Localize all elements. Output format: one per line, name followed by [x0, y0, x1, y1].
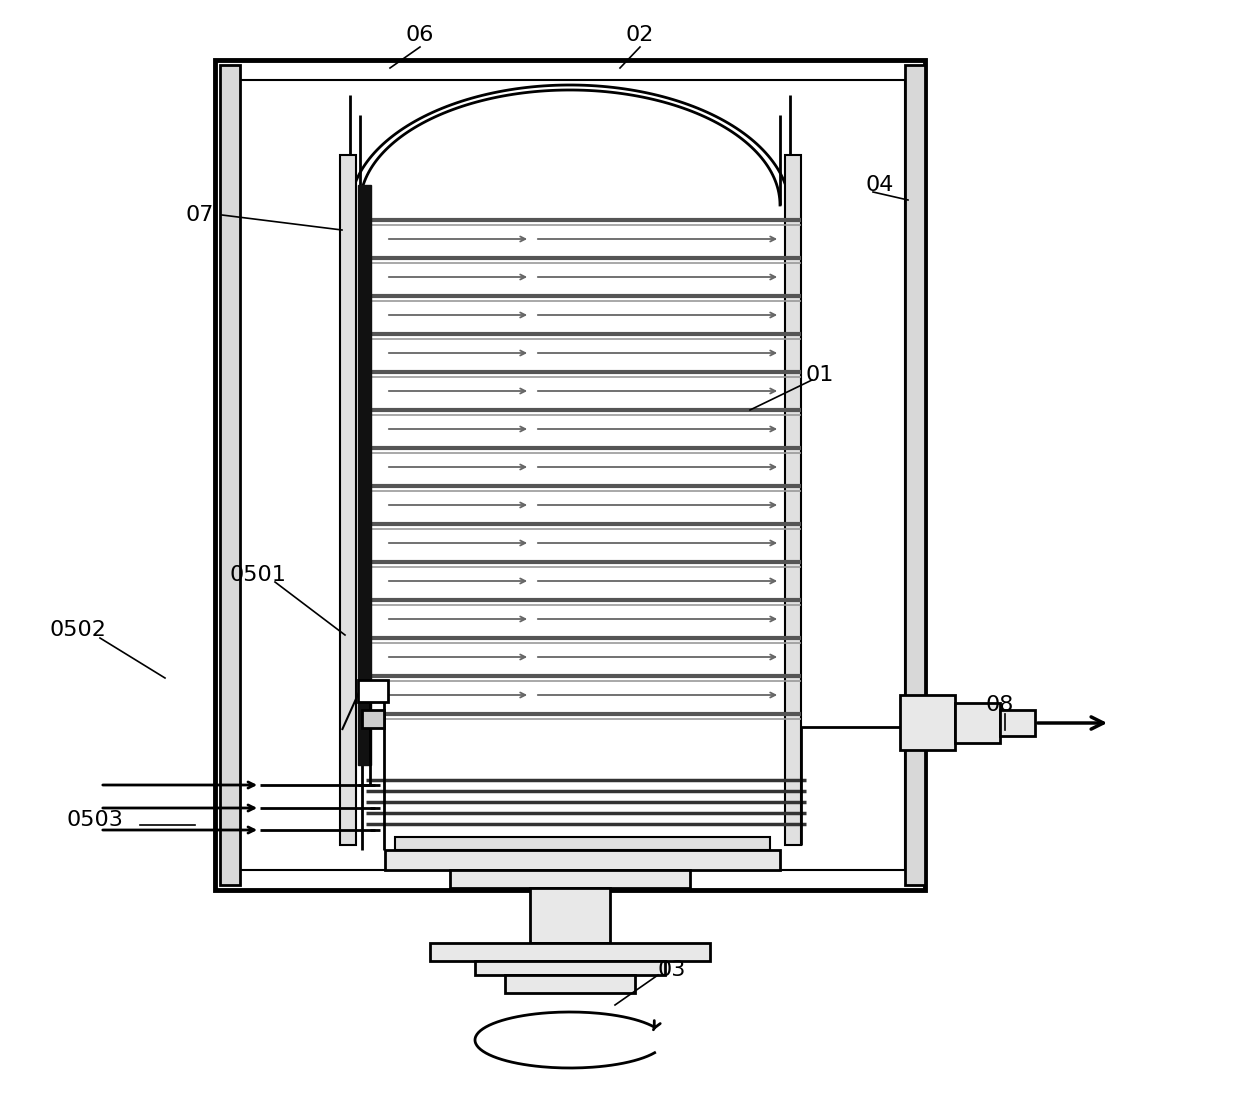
- Bar: [340, 155, 356, 845]
- Bar: [430, 943, 711, 961]
- Text: 0502: 0502: [50, 620, 107, 640]
- Bar: [505, 975, 635, 993]
- Bar: [384, 850, 780, 870]
- Text: 06: 06: [405, 25, 434, 45]
- Bar: [358, 680, 388, 702]
- Text: 0503: 0503: [67, 810, 124, 830]
- Text: 04: 04: [866, 175, 894, 195]
- Text: 01: 01: [806, 365, 835, 385]
- Text: 08: 08: [986, 695, 1014, 715]
- Bar: [358, 185, 371, 764]
- Bar: [362, 710, 384, 728]
- Bar: [215, 60, 925, 890]
- Bar: [529, 888, 610, 943]
- Text: 02: 02: [626, 25, 655, 45]
- Bar: [475, 961, 665, 975]
- Text: 07: 07: [186, 205, 215, 225]
- Bar: [450, 870, 689, 888]
- Bar: [905, 65, 925, 886]
- Bar: [219, 65, 241, 886]
- Bar: [236, 80, 905, 870]
- Bar: [999, 710, 1035, 736]
- Text: 0501: 0501: [229, 565, 286, 585]
- Bar: [785, 155, 801, 845]
- Text: 03: 03: [657, 960, 686, 980]
- Bar: [955, 703, 999, 742]
- Bar: [900, 695, 955, 750]
- Bar: [396, 837, 770, 850]
